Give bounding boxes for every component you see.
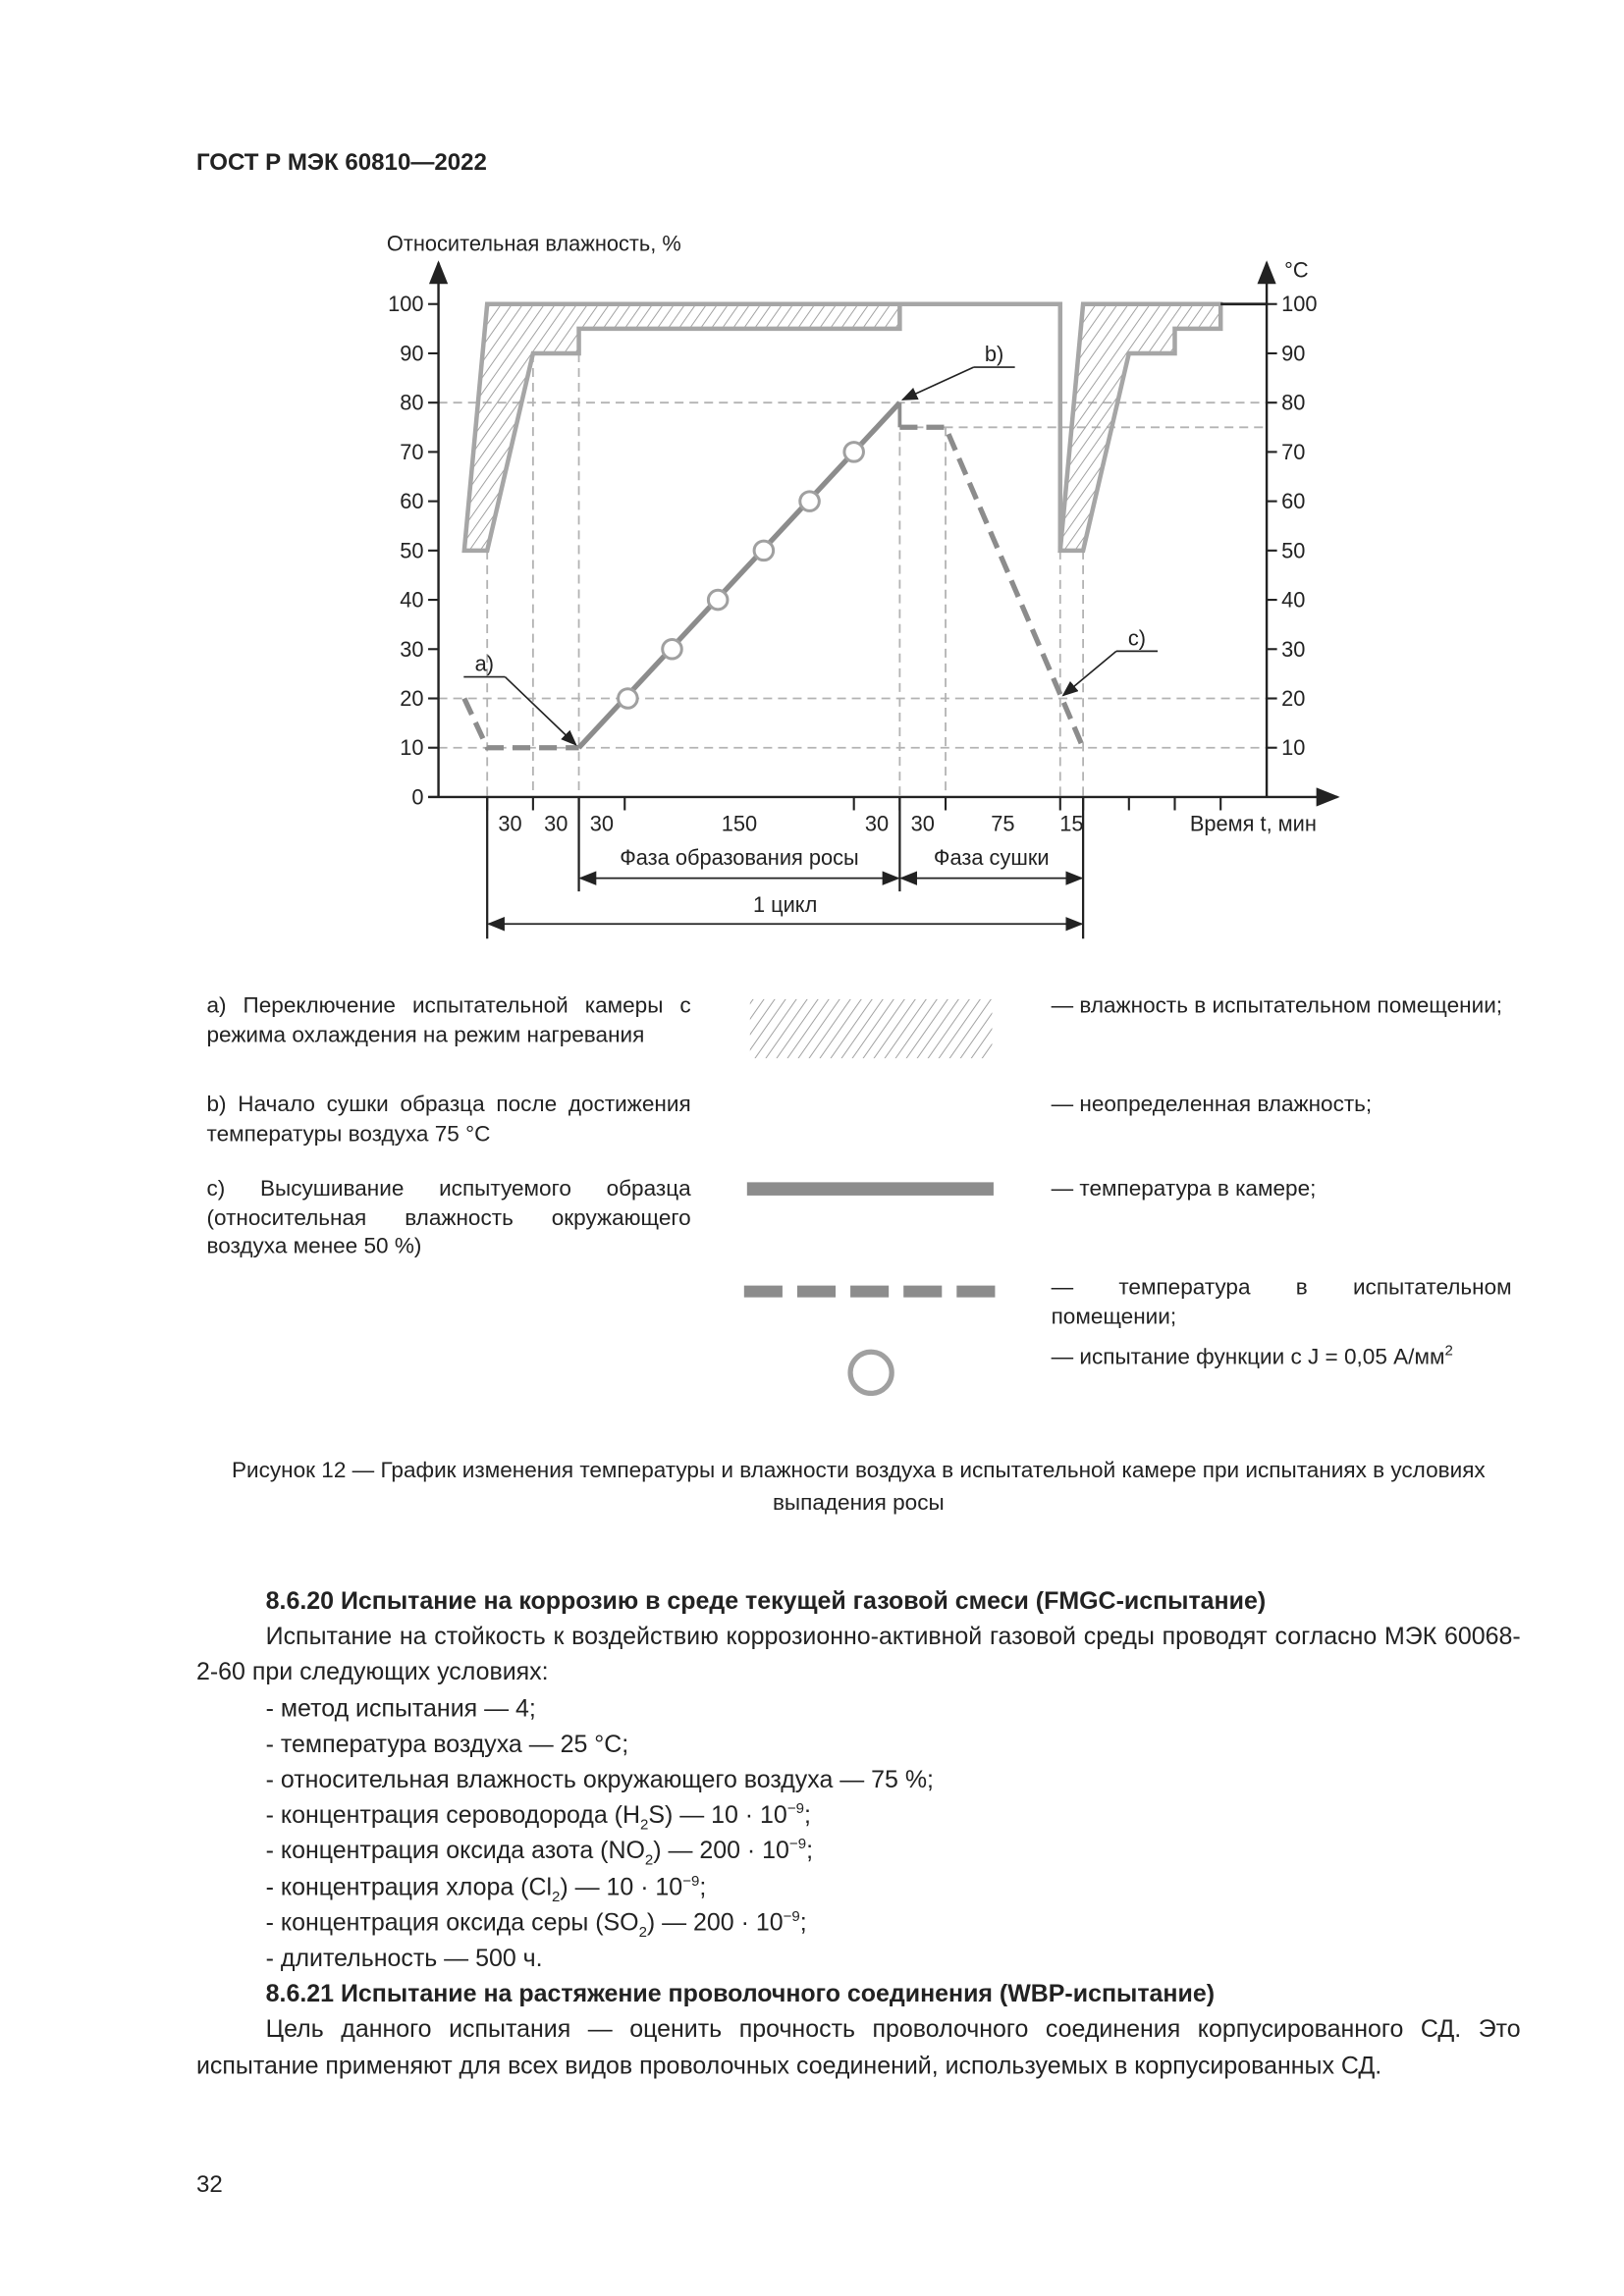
y-tick-label-left: 60 bbox=[400, 489, 423, 513]
cycle-label: 1 цикл bbox=[753, 892, 817, 917]
y-axis-label-right: °C bbox=[1284, 258, 1308, 283]
y-tick-label-right: 90 bbox=[1281, 341, 1305, 365]
y-tick-label-right: 70 bbox=[1281, 440, 1305, 464]
interval-label: 15 bbox=[1059, 812, 1083, 836]
list-item: - длительность — 500 ч. bbox=[265, 1944, 543, 1972]
y-tick-label-left: 90 bbox=[400, 341, 423, 365]
key-function-test-text: — испытание функции с J = 0,05 А/мм bbox=[1051, 1344, 1445, 1370]
function-test-marker bbox=[617, 687, 639, 710]
figure-caption: Рисунок 12 — График изменения температур… bbox=[231, 1458, 1486, 1517]
temperature-humidity-chart: 0 10 20 30 40 50 60 70 80 90 100 10 20 30 40 50 60 70 80 90… bbox=[387, 232, 1340, 939]
hatch-swatch bbox=[749, 998, 993, 1059]
function-test-marker bbox=[752, 539, 776, 562]
interval-label: 30 bbox=[544, 812, 568, 836]
humidity-room-area bbox=[1057, 301, 1223, 554]
annotation-leader bbox=[900, 366, 974, 400]
interval-label: 30 bbox=[498, 812, 521, 836]
y-tick-label-right: 100 bbox=[1281, 292, 1317, 316]
function-test-marker bbox=[706, 588, 730, 612]
phase-label: Фаза сушки bbox=[934, 845, 1050, 870]
function-test-marker bbox=[661, 638, 683, 661]
function-test-marker bbox=[798, 490, 821, 512]
y-tick-label-right: 10 bbox=[1281, 735, 1305, 760]
room-temperature-line bbox=[461, 697, 579, 751]
annotation-label: c) bbox=[1128, 625, 1146, 650]
list-item: - концентрация оксида серы (SO2) — 200 ·… bbox=[265, 1907, 807, 1942]
section-heading: 8.6.21 Испытание на растяжение проволочн… bbox=[265, 1979, 1216, 2008]
interval-label: 30 bbox=[590, 812, 614, 836]
interval-label: 30 bbox=[865, 812, 889, 836]
key-humidity-room: — влажность в испытательном помещении; bbox=[1051, 992, 1503, 1019]
y-tick-label-left: 100 bbox=[388, 292, 423, 316]
y-tick-label-right: 30 bbox=[1281, 637, 1305, 662]
document-header: ГОСТ Р МЭК 60810—2022 bbox=[195, 150, 487, 176]
y-tick-label-left: 50 bbox=[400, 538, 423, 562]
annotation-label: b) bbox=[985, 342, 1003, 366]
key-humidity-undefined: — неопределенная влажность; bbox=[1051, 1092, 1373, 1118]
humidity-undefined-line bbox=[899, 301, 1063, 551]
solid-line-swatch bbox=[746, 1182, 994, 1196]
list-item: - концентрация хлора (Cl2) — 10 · 10−9; bbox=[265, 1872, 707, 1906]
phase-label: Фаза образования росы bbox=[620, 845, 858, 870]
annotation-leader bbox=[504, 675, 577, 746]
y-tick-label-left: 40 bbox=[400, 588, 423, 613]
legend-swatches bbox=[743, 998, 997, 1397]
list-item: - метод испытания — 4; bbox=[265, 1693, 536, 1723]
superscript: 2 bbox=[1444, 1343, 1453, 1360]
y-tick-label-right: 60 bbox=[1281, 489, 1305, 513]
function-test-marker bbox=[842, 441, 865, 463]
y-tick-label-left: 70 bbox=[400, 440, 423, 464]
x-axis-label: Время t, мин bbox=[1190, 812, 1317, 836]
section-heading: 8.6.20 Испытание на коррозию в среде тек… bbox=[265, 1586, 1267, 1615]
list-item: - концентрация оксида азота (NO2) — 200 … bbox=[265, 1837, 814, 1870]
room-temperature-line bbox=[899, 424, 1086, 749]
key-temp-chamber: — температура в камере; bbox=[1051, 1176, 1317, 1201]
y-tick-label-right: 20 bbox=[1281, 686, 1305, 711]
paragraph: Цель данного испытания — оценить прочнос… bbox=[195, 2015, 1521, 2080]
body-text: 8.6.20 Испытание на коррозию в среде тек… bbox=[196, 1583, 1521, 2083]
list-item: - относительная влажность окружающего во… bbox=[265, 1765, 934, 1793]
interval-label: 75 bbox=[991, 812, 1014, 836]
paragraph: Испытание на стойкость к воздействию кор… bbox=[195, 1622, 1521, 1686]
y-tick-label-left: 20 bbox=[400, 686, 423, 711]
y-tick-label-right: 50 bbox=[1281, 538, 1305, 562]
y-axis-label-left: Относительная влажность, % bbox=[387, 232, 681, 256]
key-temp-room: — температура в испытательном помещении; bbox=[1051, 1275, 1512, 1329]
list-item: - концентрация сероводорода (H2S) — 10 ·… bbox=[265, 1800, 811, 1835]
annotation-label: a) bbox=[475, 652, 494, 676]
circle-marker-swatch bbox=[847, 1349, 894, 1397]
y-tick-label-left: 0 bbox=[411, 784, 423, 809]
y-tick-label-left: 30 bbox=[400, 637, 423, 662]
annotation-leader bbox=[1061, 650, 1117, 697]
note-a: a) Переключение испытательной камеры с р… bbox=[206, 992, 691, 1047]
key-function-test: — испытание функции с J = 0,05 А/мм2 bbox=[1052, 1343, 1512, 1371]
humidity-room-area bbox=[461, 301, 902, 554]
y-tick-label-right: 80 bbox=[1281, 391, 1305, 415]
y-tick-label-left: 80 bbox=[400, 391, 423, 415]
y-tick-label-right: 40 bbox=[1281, 588, 1305, 613]
interval-label: 30 bbox=[911, 812, 935, 836]
list-item: - температура воздуха — 25 °С; bbox=[265, 1729, 629, 1758]
page-number: 32 bbox=[195, 2172, 223, 2198]
note-b: b) Начало сушки образца после достижения… bbox=[206, 1092, 691, 1147]
interval-label: 150 bbox=[722, 812, 757, 836]
y-tick-label-left: 10 bbox=[400, 735, 423, 760]
note-c: c) Высушивание испытуемого образца (отно… bbox=[206, 1176, 691, 1259]
